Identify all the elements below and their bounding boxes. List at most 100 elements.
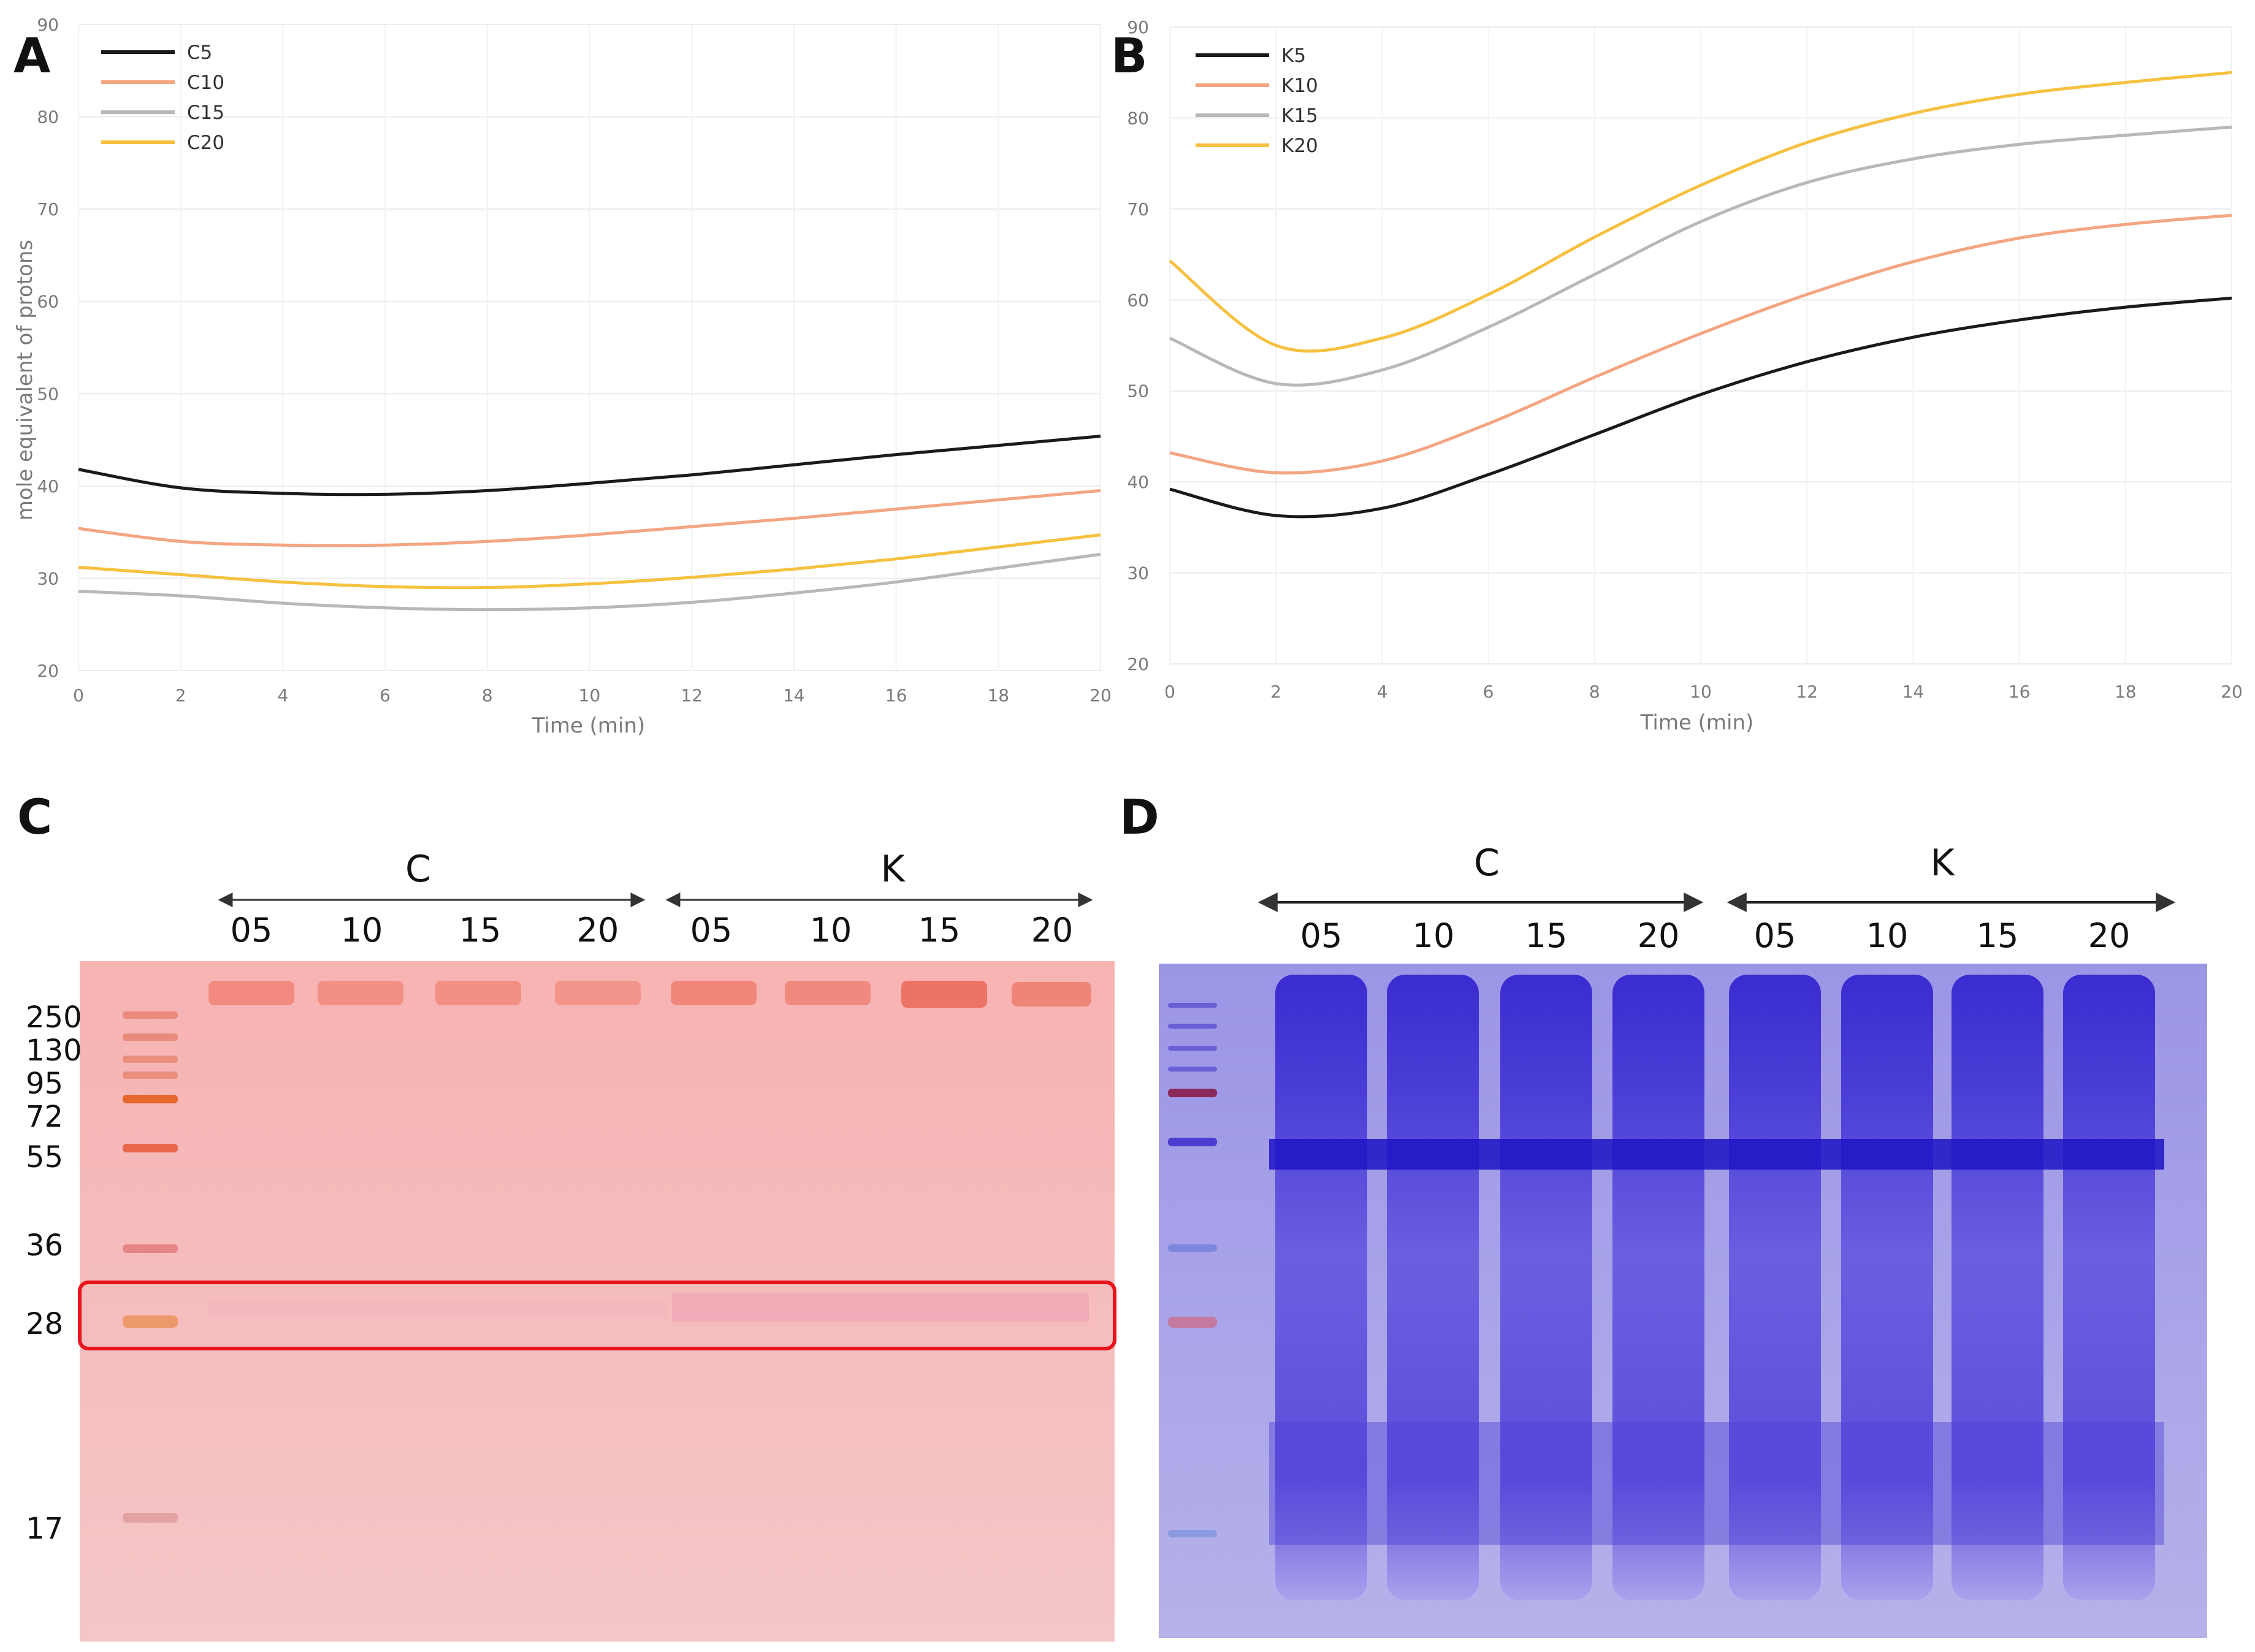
marker-label: 17: [26, 1512, 63, 1546]
y-tick-label: 70: [1127, 199, 1149, 219]
legend-label: K5: [1281, 45, 1306, 67]
chart-a: A mole equivalent of protons 20304050607…: [13, 15, 1112, 738]
x-tick-label: 18: [2115, 682, 2137, 702]
y-tick-label: 80: [37, 107, 59, 128]
ladder-band: [123, 1056, 178, 1063]
panel-letter-a: A: [13, 29, 50, 84]
y-tick-label: 20: [37, 661, 59, 681]
series-line-c5: [78, 435, 1101, 497]
y-tick-label: 90: [37, 15, 59, 35]
ladder-band: [1168, 1089, 1217, 1097]
gel-c-lane-label: 05: [231, 911, 273, 950]
y-tick-label: 40: [37, 476, 59, 497]
x-tick-label: 10: [1690, 682, 1712, 702]
x-tick-label: 20: [2221, 682, 2243, 702]
legend-label: C15: [187, 102, 224, 124]
gel-c-lanes: [208, 981, 1091, 1322]
x-tick-label: 2: [175, 685, 186, 706]
x-tick-label: 0: [73, 685, 84, 706]
ladder-band: [123, 1315, 178, 1328]
ladder-band: [1168, 1244, 1217, 1252]
x-axis-title-a: Time (min): [532, 714, 646, 738]
y-tick-label: 80: [1127, 108, 1149, 128]
gel-c-lane-label: 15: [918, 911, 961, 950]
legend-label: C10: [187, 72, 224, 94]
y-tick-label: 30: [37, 568, 59, 588]
x-tick-label: 12: [1796, 682, 1818, 702]
x-tick-label: 2: [1270, 682, 1281, 702]
series-line-c15: [78, 552, 1101, 612]
ladder-band: [1168, 1317, 1217, 1328]
x-tick-label: 20: [1089, 685, 1112, 706]
gel-c-lane-band: [901, 981, 987, 1008]
y-tick-label: 60: [1127, 290, 1149, 310]
gel-d-lanes: [1269, 975, 2164, 1600]
gel-d-lane: [1841, 975, 1933, 1600]
x-tick-label: 14: [783, 685, 805, 706]
ladder-band: [123, 1011, 178, 1019]
gel-c-lane-band: [671, 981, 757, 1005]
y-tick-label: 50: [37, 384, 59, 404]
legend-label: K15: [1281, 105, 1318, 127]
x-tick-label: 4: [1376, 682, 1387, 702]
x-tick-label: 8: [482, 685, 493, 706]
gel-d-lane-label: 15: [1977, 916, 2019, 955]
legend-label: C5: [187, 42, 212, 64]
marker-label: 72: [26, 1100, 63, 1134]
marker-label: 130: [26, 1033, 82, 1068]
y-tick-label: 50: [1127, 381, 1149, 402]
gel-c-lane-band: [208, 981, 294, 1005]
series-line-k5: [1169, 296, 2232, 519]
gel-d-group-label: K: [1930, 842, 1955, 885]
gel-d-lane: [1729, 975, 1821, 1600]
gel-c-lane-band: [318, 981, 403, 1005]
ladder-band: [1168, 1067, 1217, 1072]
gel-c-lane-label: 10: [810, 911, 852, 950]
x-tick-label: 14: [1902, 682, 1925, 702]
gel-c-lane-label: 10: [341, 911, 383, 950]
x-tick-label: 6: [380, 685, 391, 706]
y-tick-label: 40: [1127, 472, 1149, 492]
panel-letter-d: D: [1120, 790, 1159, 845]
gel-d-lane-label: 05: [1754, 916, 1796, 955]
gel-c-lane-label: 05: [690, 911, 733, 950]
marker-label: 95: [26, 1067, 63, 1101]
gel-d-lane-label: 10: [1413, 916, 1455, 955]
gel-c: C C K 05 10 15 20 05 10 15 20: [17, 790, 1116, 1642]
gel-d-ladder: [1168, 1003, 1217, 1537]
gel-c-lane-band: [555, 981, 641, 1005]
x-tick-label: 10: [579, 685, 601, 706]
panel-letter-b: B: [1111, 29, 1147, 84]
y-tick-label: 90: [1127, 17, 1149, 37]
panel-letter-c: C: [17, 790, 52, 845]
ladder-band: [123, 1033, 178, 1041]
gel-d-smear: [1269, 1422, 2164, 1545]
gel-d-lane-label: 15: [1525, 916, 1568, 955]
series-line-c20: [78, 533, 1101, 590]
gel-d-lane-label: 10: [1866, 916, 1909, 955]
gel-d-lane: [2063, 975, 2155, 1600]
gel-d-major-band: [1269, 1139, 2164, 1170]
gel-c-lane-band: [435, 981, 521, 1005]
gel-d-group-label: C: [1474, 842, 1500, 885]
gel-d-lane-label: 05: [1300, 916, 1343, 955]
legend-label: C20: [187, 132, 224, 154]
ladder-band: [1168, 1003, 1217, 1008]
y-axis-title-a: mole equivalent of protons: [13, 240, 37, 520]
y-tick-label: 20: [1127, 654, 1149, 674]
y-tick-label: 70: [37, 199, 59, 219]
gel-c-target-band: [672, 1293, 1089, 1322]
ladder-band: [123, 1513, 178, 1523]
legend-label: K20: [1281, 135, 1318, 157]
series-line-k10: [1169, 213, 2232, 475]
ladder-band: [123, 1095, 178, 1103]
marker-label: 28: [26, 1307, 63, 1341]
ladder-band: [123, 1072, 178, 1079]
x-axis-title-b: Time (min): [1640, 710, 1754, 735]
gel-d: D C K 05 10 15 20 05 10 15 20: [1120, 790, 2207, 1638]
marker-label: 250: [26, 1000, 82, 1035]
x-tick-label: 0: [1164, 682, 1175, 702]
x-tick-label: 4: [277, 685, 288, 706]
series-line-k20: [1169, 70, 2232, 353]
